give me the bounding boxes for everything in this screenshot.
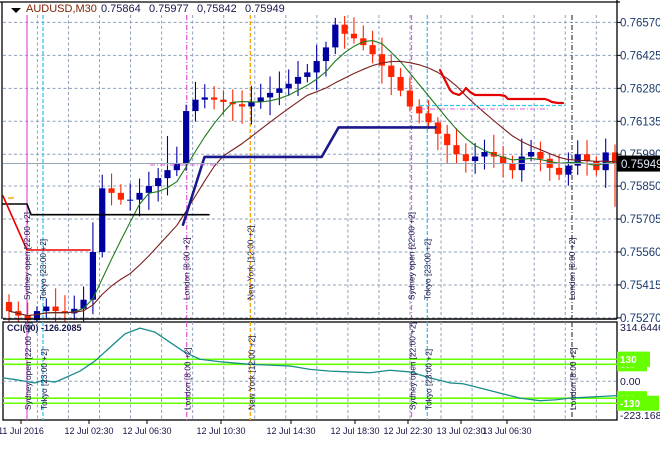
- svg-text:0.75705: 0.75705: [620, 214, 660, 226]
- svg-text:0.75977: 0.75977: [149, 3, 189, 15]
- svg-text:0.75850: 0.75850: [620, 181, 660, 193]
- svg-text:Tokyo [23:00 +2]: Tokyo [23:00 +2]: [422, 239, 432, 300]
- svg-text:12 Jul 06:30: 12 Jul 06:30: [122, 426, 171, 436]
- svg-text:0,75842: 0,75842: [197, 3, 237, 15]
- svg-text:12 Jul 10:30: 12 Jul 10:30: [196, 426, 245, 436]
- svg-text:-130: -130: [620, 399, 640, 410]
- svg-text:12 Jul 22:30: 12 Jul 22:30: [383, 426, 432, 436]
- svg-text:CCI(40) -126.2085: CCI(40) -126.2085: [7, 323, 82, 333]
- svg-text:New York [12:00 +2]: New York [12:00 +2]: [246, 336, 256, 411]
- svg-text:12 Jul 02:30: 12 Jul 02:30: [64, 426, 113, 436]
- svg-text:0.75415: 0.75415: [620, 280, 660, 292]
- svg-text:12 Jul 14:30: 12 Jul 14:30: [266, 426, 315, 436]
- svg-text:Tokyo [23:00 +2]: Tokyo [23:00 +2]: [39, 349, 49, 410]
- svg-text:314.6446: 314.6446: [620, 322, 660, 334]
- svg-text:11 Jul 2016: 11 Jul 2016: [0, 426, 44, 436]
- svg-text:0.76570: 0.76570: [620, 17, 660, 29]
- svg-text:London [8:00 +2]: London [8:00 +2]: [568, 347, 578, 410]
- svg-text:Sydney open [22:00 +2]: Sydney open [22:00 +2]: [22, 212, 32, 300]
- svg-text:0.00: 0.00: [620, 376, 641, 388]
- svg-text:13 Jul 02:30: 13 Jul 02:30: [436, 426, 485, 436]
- svg-text:London [8:00 +2]: London [8:00 +2]: [567, 237, 577, 300]
- svg-text:Sydney open [22:00 +2]: Sydney open [22:00 +2]: [408, 322, 418, 410]
- svg-text:New York [12:00 +2]: New York [12:00 +2]: [245, 226, 255, 300]
- svg-text:London [8:00 +2]: London [8:00 +2]: [182, 237, 192, 300]
- svg-text:Tokyo [23:00 +2]: Tokyo [23:00 +2]: [38, 239, 48, 300]
- svg-text:0.76425: 0.76425: [620, 50, 660, 62]
- svg-text:Sydney open [22:00 +2]: Sydney open [22:00 +2]: [23, 322, 33, 410]
- svg-text:AUDUSD,M30: AUDUSD,M30: [26, 3, 97, 15]
- svg-text:London [8:00 +2]: London [8:00 +2]: [183, 347, 193, 410]
- svg-text:0.75949: 0.75949: [621, 159, 660, 171]
- svg-text:0.76135: 0.76135: [620, 116, 660, 128]
- svg-text:Sydney open [22:00 +2]: Sydney open [22:00 +2]: [407, 212, 417, 300]
- svg-text:0.75560: 0.75560: [620, 247, 660, 259]
- svg-text:-223.1686: -223.1686: [620, 410, 660, 422]
- svg-text:0.75949: 0.75949: [245, 3, 285, 15]
- svg-text:130: 130: [620, 355, 637, 366]
- svg-text:13 Jul 06:30: 13 Jul 06:30: [482, 426, 531, 436]
- svg-text:12 Jul 18:30: 12 Jul 18:30: [330, 426, 379, 436]
- svg-text:0.76280: 0.76280: [620, 83, 660, 95]
- svg-text:0.75864: 0.75864: [101, 3, 141, 15]
- svg-text:Tokyo [23:00 +2]: Tokyo [23:00 +2]: [423, 349, 433, 410]
